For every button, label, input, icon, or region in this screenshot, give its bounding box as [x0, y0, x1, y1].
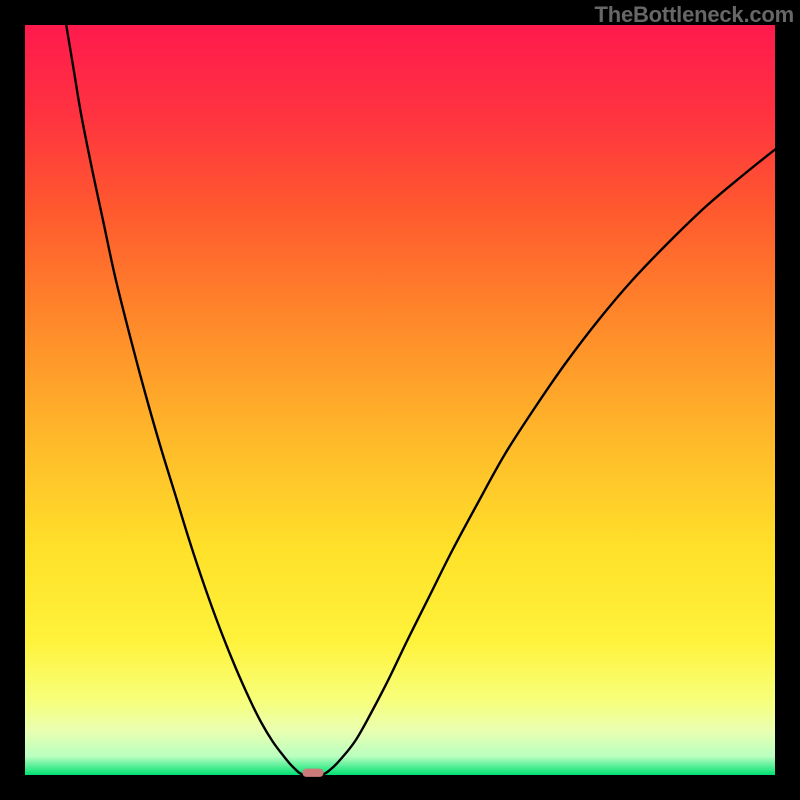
figure-root: TheBottleneck.com: [0, 0, 800, 800]
watermark-text: TheBottleneck.com: [594, 2, 794, 28]
plot-svg: [0, 0, 800, 800]
plot-background: [25, 25, 775, 775]
min-marker: [303, 769, 324, 777]
